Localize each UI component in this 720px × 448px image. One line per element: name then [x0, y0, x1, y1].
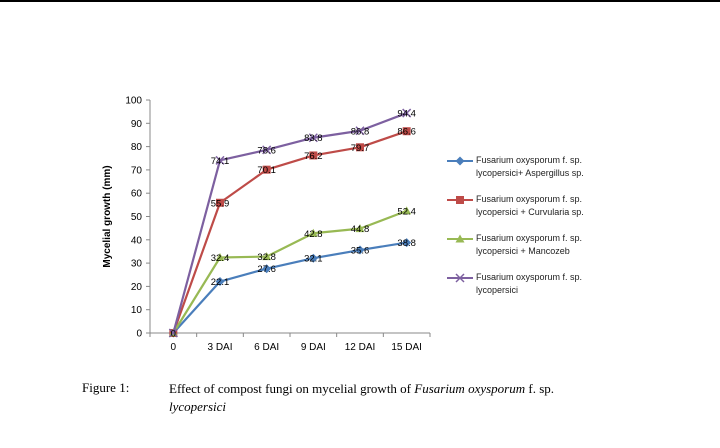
legend-marker — [455, 234, 465, 243]
x-tick-label: 0 — [171, 342, 177, 353]
data-label: 35.6 — [351, 246, 370, 257]
data-label: 79.7 — [351, 143, 370, 154]
y-tick-label: 30 — [131, 259, 143, 270]
legend-marker — [455, 273, 465, 283]
legend-marker — [455, 156, 465, 166]
legend-label: Fusarium oxysporum f. sp. lycopersici+ A… — [476, 155, 584, 178]
x-tick-label: 6 DAI — [254, 342, 279, 353]
data-label: 27.6 — [257, 264, 276, 275]
caption-text: Effect of compost fungi on mycelial grow… — [169, 380, 629, 416]
data-label: 86.8 — [351, 126, 370, 137]
data-label: 42.8 — [304, 229, 323, 240]
legend-swatch — [447, 273, 473, 283]
legend-item: Fusarium oxysporum f. sp. lycopersici+ A… — [446, 154, 696, 180]
caption-tail: lycopersici — [169, 399, 227, 414]
data-point — [215, 253, 225, 262]
caption-number: Figure 1: — [82, 380, 130, 395]
data-label: 86.6 — [397, 127, 416, 138]
data-point — [356, 143, 364, 152]
data-label: 55.9 — [211, 198, 230, 209]
data-label: 70.1 — [257, 165, 276, 176]
y-tick-label: 50 — [131, 212, 143, 223]
caption-mid: f. sp. — [525, 381, 555, 396]
y-tick-label: 70 — [131, 165, 143, 176]
x-tick-label: 9 DAI — [301, 342, 326, 353]
y-tick-label: 60 — [131, 189, 143, 200]
legend-swatch — [447, 196, 473, 204]
data-label: 38.8 — [397, 238, 416, 249]
data-point — [309, 151, 318, 160]
data-point — [215, 155, 225, 165]
legend-label: Fusarium oxysporum f. sp. lycopersici + … — [476, 194, 584, 217]
series-line-1 — [172, 130, 408, 334]
x-tick-label: 12 DAI — [345, 342, 376, 353]
data-label: 74.1 — [211, 156, 230, 167]
series-line-0 — [172, 241, 407, 334]
data-label: 94.4 — [397, 109, 416, 120]
data-point — [355, 224, 365, 233]
data-label: 32.1 — [304, 254, 323, 265]
legend-item: Fusarium oxysporum f. sp. lycopersici — [446, 271, 696, 297]
y-tick-label: 40 — [131, 235, 143, 246]
legend-swatch — [447, 156, 473, 166]
legend-swatch — [447, 234, 473, 243]
data-label: 76.2 — [304, 151, 323, 162]
data-point — [402, 206, 412, 215]
series-line-3 — [172, 112, 408, 334]
data-point — [402, 238, 412, 248]
y-tick-label: 100 — [125, 96, 142, 107]
legend-item: Fusarium oxysporum f. sp. lycopersici + … — [446, 193, 696, 219]
y-axis-title: Mycelial growth (mm) — [102, 165, 113, 267]
top-rule — [0, 0, 720, 2]
data-label: 44.8 — [351, 224, 370, 235]
y-tick-label: 20 — [131, 282, 143, 293]
data-label: 78.6 — [257, 145, 276, 156]
x-tick-label: 15 DAI — [391, 342, 422, 353]
data-label: 22.1 — [211, 277, 230, 288]
data-label: 32.4 — [211, 253, 230, 264]
data-point — [355, 245, 365, 255]
caption-species: Fusarium oxysporum — [414, 381, 526, 396]
data-point — [215, 277, 225, 287]
legend-marker — [456, 196, 464, 204]
data-point — [308, 133, 318, 143]
data-point — [308, 253, 318, 263]
data-point — [262, 264, 272, 274]
chart-legend: Fusarium oxysporum f. sp. lycopersici+ A… — [446, 154, 696, 310]
data-point — [308, 228, 318, 237]
data-label: 0 — [171, 329, 176, 340]
x-tick-label: 3 DAI — [207, 342, 232, 353]
y-tick-label: 90 — [131, 119, 143, 130]
legend-label: Fusarium oxysporum f. sp. lycopersici — [476, 272, 583, 295]
data-point — [355, 126, 365, 136]
y-tick-label: 10 — [131, 305, 143, 316]
y-tick-label: 0 — [136, 329, 142, 340]
y-tick-label: 80 — [131, 142, 143, 153]
legend-item: Fusarium oxysporum f. sp. lycopersici + … — [446, 232, 696, 258]
caption-lead: Effect of compost fungi on mycelial grow… — [169, 381, 415, 396]
data-point — [216, 198, 224, 207]
data-label: 52.4 — [397, 206, 416, 217]
data-point — [168, 328, 178, 338]
data-point — [262, 165, 271, 174]
series-line-2 — [172, 209, 408, 334]
data-point — [402, 108, 412, 118]
data-point — [262, 145, 272, 155]
data-label: 83.8 — [304, 133, 323, 144]
legend-label: Fusarium oxysporum f. sp. lycopersici + … — [476, 233, 583, 256]
data-point — [262, 252, 272, 261]
data-label: 32.8 — [257, 252, 276, 263]
data-point — [402, 127, 411, 136]
